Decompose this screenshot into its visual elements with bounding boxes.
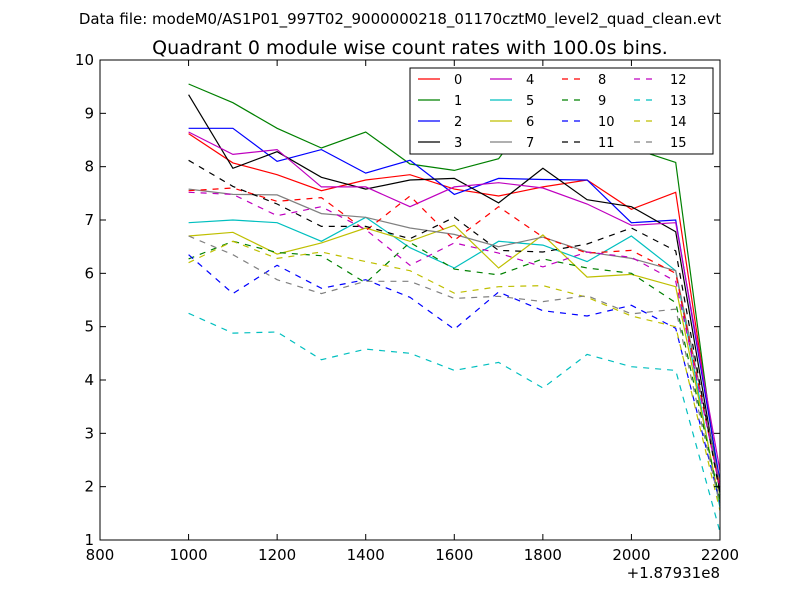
y-tick-label: 5: [84, 318, 94, 336]
y-tick-label: 10: [75, 51, 94, 69]
x-tick-label: 1600: [435, 546, 473, 564]
series-line-10: [188, 254, 721, 503]
legend-label-7: 7: [526, 136, 534, 151]
series-line-6: [188, 224, 721, 503]
y-tick-label: 2: [84, 478, 94, 496]
legend-label-0: 0: [454, 73, 462, 88]
series-line-4: [188, 131, 721, 471]
chart-title: Quadrant 0 module wise count rates with …: [152, 37, 668, 59]
series-line-9: [188, 240, 721, 501]
legend-label-9: 9: [598, 94, 606, 109]
x-tick-label: 1400: [347, 546, 385, 564]
legend-label-8: 8: [598, 73, 606, 88]
series-line-11: [188, 159, 721, 495]
legend-label-2: 2: [454, 115, 462, 130]
x-tick-label: 800: [86, 546, 115, 564]
series-line-8: [188, 187, 721, 490]
y-tick-label: 7: [84, 211, 94, 229]
legend-box: [409, 67, 714, 155]
x-offset-label: +1.87931e8: [627, 564, 720, 582]
series-line-13: [188, 312, 721, 533]
x-tick-label: 1000: [169, 546, 207, 564]
figure-suptitle: Data file: modeM0/AS1P01_997T02_90000002…: [79, 10, 721, 29]
legend-label-3: 3: [454, 136, 462, 151]
y-tick-label: 8: [84, 158, 94, 176]
legend-label-11: 11: [598, 136, 615, 151]
series-line-5: [188, 216, 721, 509]
series-line-7: [188, 188, 721, 485]
tick-layer: 800 1000 1200 1400 1600 1800 2000 2200123456789…: [75, 51, 739, 564]
series-layer: [188, 83, 721, 533]
series-line-3: [188, 94, 721, 493]
series-line-15: [188, 235, 721, 506]
legend-label-6: 6: [526, 115, 534, 130]
y-tick-label: 4: [84, 371, 94, 389]
y-tick-label: 3: [84, 424, 94, 442]
y-tick-label: 6: [84, 264, 94, 282]
y-tick-label: 9: [84, 104, 94, 122]
x-tick-label: 1800: [524, 546, 562, 564]
legend-label-1: 1: [454, 94, 462, 109]
legend-label-5: 5: [526, 94, 534, 109]
legend-label-15: 15: [670, 136, 687, 151]
x-tick-label: 2000: [612, 546, 650, 564]
legend-label-4: 4: [526, 73, 534, 88]
y-tick-label: 1: [84, 531, 94, 549]
legend-label-10: 10: [598, 115, 615, 130]
series-line-0: [188, 133, 721, 487]
legend-label-12: 12: [670, 73, 687, 88]
legend-label-14: 14: [670, 115, 687, 130]
plot-frame: [99, 59, 721, 541]
x-tick-label: 2200: [701, 546, 739, 564]
series-line-2: [188, 127, 721, 482]
legend-label-13: 13: [670, 94, 687, 109]
series-line-14: [188, 240, 721, 511]
x-tick-label: 1200: [258, 546, 296, 564]
